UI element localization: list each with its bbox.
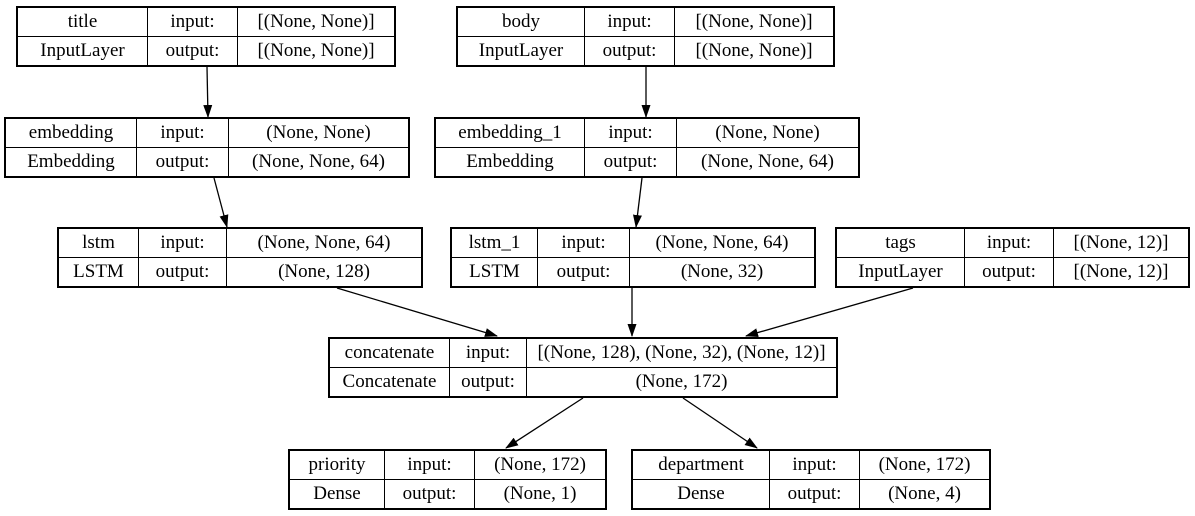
output-shape: (None, 32) <box>680 260 764 282</box>
edge-lstm-concatenate <box>336 287 498 337</box>
edge-embedding_1-lstm_1 <box>632 177 643 228</box>
output-shape: (None, 128) <box>278 260 370 282</box>
output-shape: (None, None, 64) <box>701 150 834 172</box>
output-label: output: <box>585 147 677 176</box>
layer-name: embedding <box>6 119 137 148</box>
edge-title-embedding <box>203 66 213 118</box>
layer-class: Dense <box>290 479 385 508</box>
output-label: output: <box>148 36 238 65</box>
input-shape: (None, 172) <box>860 451 989 480</box>
node-embedding: embedding input: (None, None) Embedding … <box>4 117 410 178</box>
edge-embedding-lstm <box>213 177 229 228</box>
output-label: output: <box>139 257 227 286</box>
layer-class: InputLayer <box>837 257 965 286</box>
output-shape: (None, 172) <box>635 370 728 392</box>
input-label: input: <box>148 8 238 37</box>
layer-name: embedding_1 <box>436 119 585 148</box>
output-label: output: <box>450 367 527 396</box>
input-shape: (None, 172) <box>475 451 605 480</box>
layer-name: lstm_1 <box>452 229 538 258</box>
layer-name: body <box>458 8 585 37</box>
node-title: title input: [(None, None)] InputLayer o… <box>16 6 396 67</box>
input-shape: (None, None, 64) <box>227 229 421 258</box>
layer-class: InputLayer <box>18 36 148 65</box>
input-label: input: <box>385 451 475 480</box>
output-label: output: <box>770 479 860 508</box>
edge-concatenate-department <box>682 397 758 449</box>
input-shape: (None, None) <box>677 119 858 148</box>
input-label: input: <box>538 229 630 258</box>
layer-name: title <box>18 8 148 37</box>
output-label: output: <box>538 257 630 286</box>
output-shape: [(None, None)] <box>695 39 813 61</box>
layer-name: department <box>633 451 770 480</box>
input-label: input: <box>770 451 860 480</box>
node-lstm: lstm input: (None, None, 64) LSTM output… <box>57 227 423 288</box>
input-shape: [(None, 12)] <box>1054 229 1188 258</box>
input-label: input: <box>585 8 675 37</box>
input-label: input: <box>585 119 677 148</box>
input-label: input: <box>450 339 527 368</box>
layer-name: lstm <box>59 229 139 258</box>
layer-class: Embedding <box>6 147 137 176</box>
output-shape: (None, 1) <box>503 482 577 504</box>
input-shape: [(None, None)] <box>675 8 833 37</box>
layer-class: InputLayer <box>458 36 585 65</box>
layer-class: LSTM <box>59 257 139 286</box>
output-shape: [(None, 12)] <box>1073 260 1169 282</box>
layer-name: concatenate <box>330 339 450 368</box>
input-label: input: <box>965 229 1054 258</box>
layer-class: LSTM <box>452 257 538 286</box>
input-label: input: <box>139 229 227 258</box>
output-shape: (None, None, 64) <box>252 150 385 172</box>
node-lstm_1: lstm_1 input: (None, None, 64) LSTM outp… <box>450 227 816 288</box>
output-label: output: <box>585 36 675 65</box>
input-label: input: <box>137 119 229 148</box>
output-label: output: <box>965 257 1054 286</box>
input-shape: [(None, None)] <box>238 8 394 37</box>
output-shape: (None, 4) <box>888 482 961 504</box>
input-shape: (None, None, 64) <box>630 229 814 258</box>
input-shape: (None, None) <box>229 119 408 148</box>
edge-tags-concatenate <box>745 287 914 338</box>
layer-name: priority <box>290 451 385 480</box>
node-embedding_1: embedding_1 input: (None, None) Embeddin… <box>434 117 860 178</box>
node-priority: priority input: (None, 172) Dense output… <box>288 449 607 510</box>
node-department: department input: (None, 172) Dense outp… <box>631 449 991 510</box>
output-shape: [(None, None)] <box>257 39 375 61</box>
node-concatenate: concatenate input: [(None, 128), (None, … <box>328 337 838 398</box>
node-tags: tags input: [(None, 12)] InputLayer outp… <box>835 227 1190 288</box>
layer-class: Concatenate <box>330 367 450 396</box>
edge-concatenate-priority <box>505 397 584 449</box>
node-body: body input: [(None, None)] InputLayer ou… <box>456 6 835 67</box>
output-label: output: <box>137 147 229 176</box>
layer-class: Dense <box>633 479 770 508</box>
layer-name: tags <box>837 229 965 258</box>
input-shape: [(None, 128), (None, 32), (None, 12)] <box>527 339 836 368</box>
layer-class: Embedding <box>436 147 585 176</box>
output-label: output: <box>385 479 475 508</box>
